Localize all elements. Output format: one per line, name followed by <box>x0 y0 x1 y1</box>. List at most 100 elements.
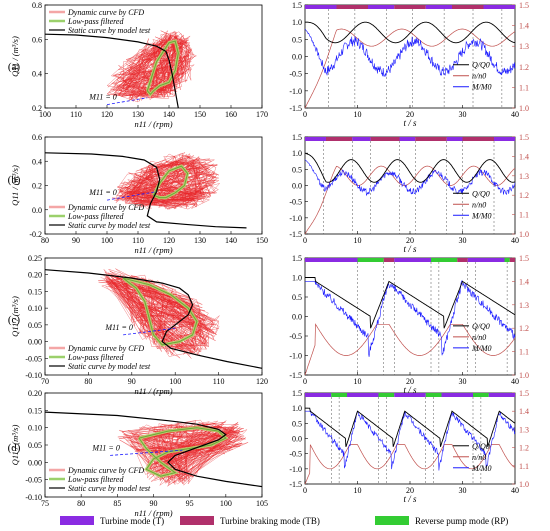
x-tick-label: 30 <box>459 486 467 495</box>
x-tick-label: 100 <box>101 236 113 245</box>
x-tick-label: 20 <box>406 486 414 495</box>
cfd-dynamic-curve <box>106 30 197 103</box>
x-axis-label: t / s <box>403 244 417 254</box>
y-tick-label: 1.0 <box>292 404 302 413</box>
mode-legend-label: Turbine mode (T) <box>100 516 164 526</box>
y-tick-label: -1.0 <box>289 214 302 223</box>
y-tick-label: 1.0 <box>292 274 302 283</box>
series-q-over-q0 <box>305 21 516 44</box>
x-tick-label: 75 <box>41 499 49 508</box>
mode-segment-tb <box>370 137 400 141</box>
legend-entry: n/n0 <box>472 333 486 342</box>
lowpass-filtered-core <box>153 165 189 199</box>
mode-segment-t <box>305 5 337 9</box>
y-tick-label: -0.5 <box>289 70 302 79</box>
y-tick-label: -0.5 <box>289 450 302 459</box>
y2-tick-label: 1.5 <box>519 254 529 263</box>
x-axis-label: t / s <box>403 385 417 395</box>
x-tick-label: 120 <box>163 236 175 245</box>
m11-zero-line <box>123 327 176 336</box>
lowpass-filtered-core <box>146 40 179 96</box>
y-tick-label: 0.20 <box>28 389 42 398</box>
legend-entry: Q/Q0 <box>472 442 490 451</box>
mode-segment-tb <box>509 258 515 262</box>
mode-segment-t <box>305 393 332 397</box>
legend-entry: Q/Q0 <box>472 322 490 331</box>
static-model-curve <box>44 33 179 109</box>
legend-entry: Static curve by model test <box>68 221 151 230</box>
y-tick-label: 0.0 <box>292 182 302 191</box>
mode-legend-label: Turbine braking mode (TB) <box>220 516 320 526</box>
phase-chart-a-left: 100 110 120 130 140 150 160 170 0.2 0.4 0.6 0.8 M11 … <box>10 1 268 129</box>
y-tick-label: -0.10 <box>25 493 42 502</box>
y2-tick-label: 1.3 <box>519 425 529 434</box>
x-tick-label: 10 <box>354 110 362 119</box>
y-tick-label: 0.6 <box>32 133 42 142</box>
y-tick-label: 1.0 <box>292 149 302 158</box>
row-label: (d) <box>8 442 21 454</box>
y-tick-label: 0.5 <box>292 293 302 302</box>
series-legend: Q/Q0 n/n0 M/M0 <box>453 61 492 92</box>
series-m-over-m0 <box>305 410 516 471</box>
y-tick-label: -0.10 <box>25 371 42 380</box>
y2-tick-label: 1.2 <box>519 324 529 333</box>
x-tick-label: 40 <box>511 486 519 495</box>
mode-legend: Turbine mode (T) Turbine braking mode (TB… <box>60 516 508 526</box>
series-q-over-q0 <box>305 407 516 447</box>
y-tick-label: 0.05 <box>28 441 42 450</box>
plot-frame <box>304 257 516 376</box>
y-axis-label: Q11 / (m³/s) <box>10 36 20 77</box>
plot-frame <box>44 4 263 109</box>
mode-segment-t <box>394 258 431 262</box>
mode-legend-swatch <box>180 516 214 525</box>
y-axis-label: Q11 / (m³/s) <box>10 296 20 337</box>
x-axis-label: t / s <box>403 118 417 128</box>
m11-zero-line <box>106 97 148 105</box>
time-chart-a-right: 0 10 20 30 40 -1.5 -1.0 -0.5 0.0 0.5 1.0 1.5 1.0 1.1 1… <box>289 1 529 128</box>
legend-entry: Q/Q0 <box>472 189 490 198</box>
legend-entry: Low-pass filtered <box>67 353 124 362</box>
mode-segment-t <box>467 258 505 262</box>
mode-segment-t <box>425 5 452 9</box>
x-tick-label: 10 <box>354 236 362 245</box>
x-tick-label: 20 <box>406 377 414 386</box>
series-n-over-n0 <box>304 323 516 376</box>
x-tick-label: 40 <box>511 236 519 245</box>
plot-frame <box>44 257 263 376</box>
y2-tick-label: 1.3 <box>519 301 529 310</box>
y2-tick-label: 1.4 <box>519 277 529 286</box>
legend-entry: n/n0 <box>472 453 486 462</box>
mode-segment-tb <box>326 137 353 141</box>
y-tick-label: -1.5 <box>289 104 302 113</box>
y-tick-label: -1.0 <box>289 87 302 96</box>
series-legend: Q/Q0 n/n0 M/M0 <box>453 322 492 353</box>
y-tick-label: 0.4 <box>32 70 42 79</box>
mode-segment-t <box>441 393 473 397</box>
legend-entry: Dynamic curve by CFD <box>67 466 144 475</box>
mode-segment-rp <box>331 393 347 397</box>
y-tick-label: 0.0 <box>32 206 42 215</box>
y-tick-label: 0.6 <box>32 35 42 44</box>
mode-segment-tb <box>383 258 395 262</box>
y-tick-label: 1.5 <box>292 1 302 10</box>
x-tick-label: 130 <box>132 110 144 119</box>
m11-annotation: M11 = 0 <box>104 323 132 332</box>
y-tick-label: 0.15 <box>28 406 42 415</box>
series-q-over-q0 <box>305 277 516 329</box>
y-tick-label: -0.2 <box>29 230 42 239</box>
x-axis-label: n11 / (rpm) <box>134 245 172 255</box>
x-axis-label: n11 / (rpm) <box>134 119 172 129</box>
x-tick-label: 120 <box>256 377 268 386</box>
mode-segment-tb <box>415 137 447 141</box>
y-tick-label: 0.5 <box>292 419 302 428</box>
mode-legend-swatch <box>60 516 94 525</box>
x-tick-label: 30 <box>459 110 467 119</box>
y-tick-label: -0.5 <box>289 198 302 207</box>
mode-segment-rp <box>504 258 510 262</box>
legend-entry: Low-pass filtered <box>67 475 124 484</box>
legend-entry: Low-pass filtered <box>67 212 124 221</box>
y-tick-label: 0.2 <box>32 104 42 113</box>
